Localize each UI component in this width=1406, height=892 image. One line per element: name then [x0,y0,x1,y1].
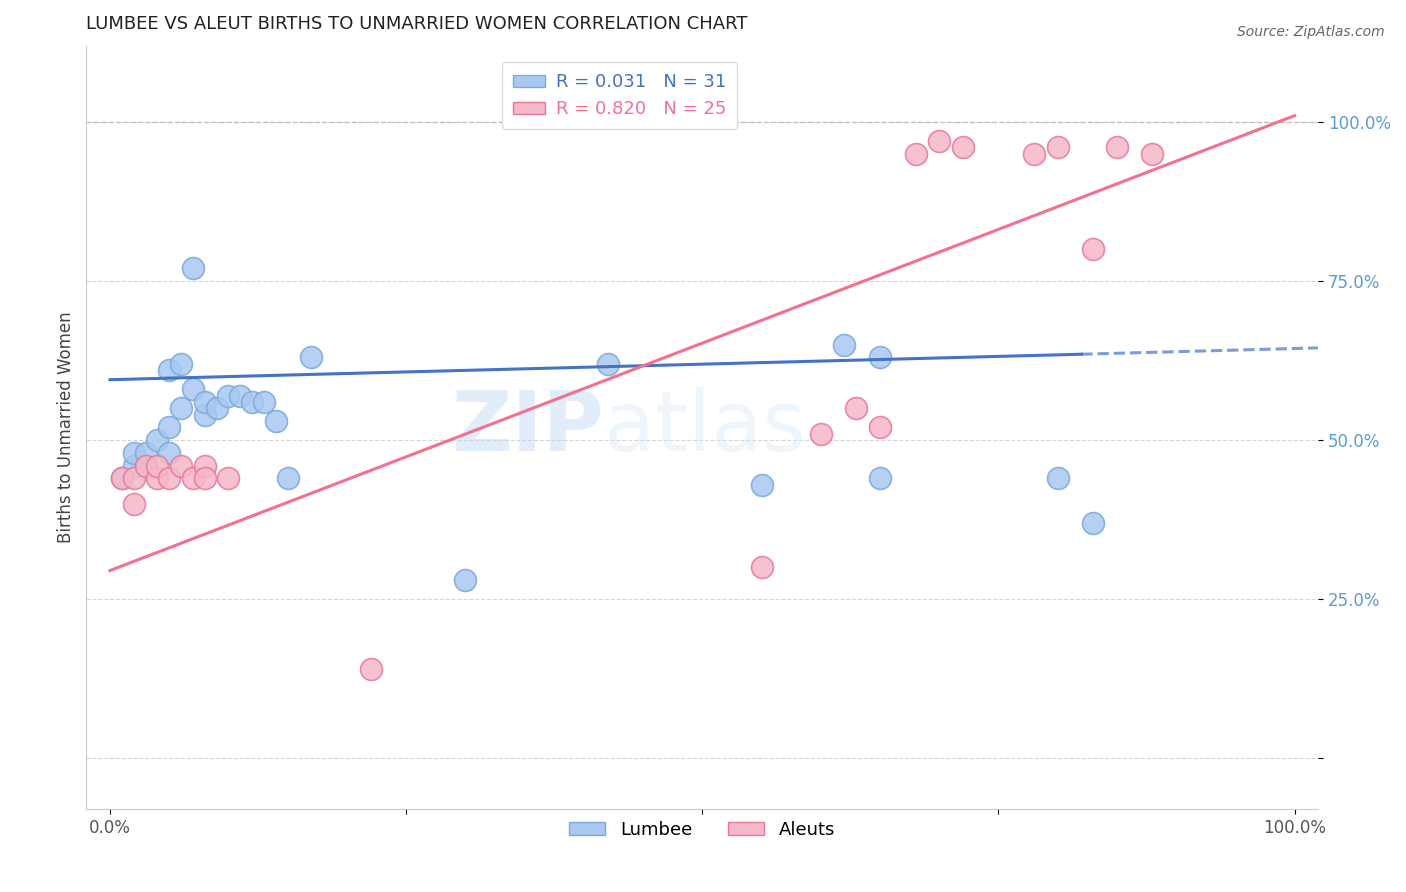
Point [194,458,217,473]
Point [135,458,157,473]
Point [264,414,287,428]
Point [122,497,145,511]
Point [194,408,217,422]
Point [751,560,773,574]
Point [194,395,217,409]
Point [1083,516,1105,530]
Point [170,458,193,473]
Point [157,471,180,485]
Point [217,388,239,402]
Point [170,401,193,416]
Point [205,401,228,416]
Point [1105,140,1128,154]
Point [181,261,204,276]
Point [240,395,263,409]
Text: LUMBEE VS ALEUT BIRTHS TO UNMARRIED WOMEN CORRELATION CHART: LUMBEE VS ALEUT BIRTHS TO UNMARRIED WOME… [86,15,748,33]
Point [122,446,145,460]
Point [181,471,204,485]
Point [834,337,856,351]
Point [170,357,193,371]
Point [217,471,239,485]
Point [157,420,180,434]
Point [1046,471,1069,485]
Point [869,420,891,434]
Point [1083,242,1105,256]
Point [596,357,619,371]
Point [253,395,276,409]
Point [122,458,145,473]
Point [194,471,217,485]
Point [181,382,204,396]
Point [751,477,773,491]
Point [146,458,169,473]
Text: ZIP: ZIP [451,387,603,468]
Y-axis label: Births to Unmarried Women: Births to Unmarried Women [58,311,75,543]
Point [146,471,169,485]
Point [845,401,868,416]
Point [928,134,950,148]
Point [135,446,157,460]
Text: atlas: atlas [603,387,806,468]
Point [146,433,169,447]
Point [299,351,322,365]
Legend: Lumbee, Aleuts: Lumbee, Aleuts [562,814,842,846]
Point [157,446,180,460]
Point [810,426,832,441]
Point [869,471,891,485]
Point [111,471,134,485]
Point [277,471,299,485]
Point [157,363,180,377]
Point [869,351,891,365]
Point [229,388,252,402]
Text: Source: ZipAtlas.com: Source: ZipAtlas.com [1237,25,1385,39]
Point [454,573,477,587]
Point [1142,146,1164,161]
Point [122,471,145,485]
Point [904,146,927,161]
Point [1046,140,1069,154]
Point [111,471,134,485]
Point [1022,146,1045,161]
Point [360,662,382,676]
Point [135,458,157,473]
Point [952,140,974,154]
